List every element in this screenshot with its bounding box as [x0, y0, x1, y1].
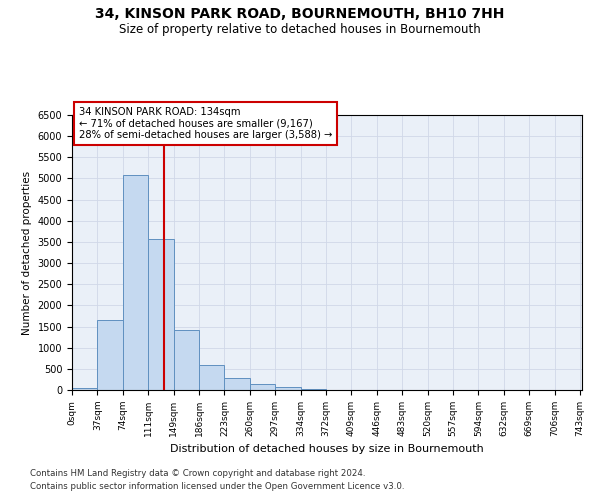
Bar	[275, 387, 301, 390]
Bar	[72, 388, 97, 390]
Bar	[199, 364, 224, 390]
Text: 34, KINSON PARK ROAD, BOURNEMOUTH, BH10 7HH: 34, KINSON PARK ROAD, BOURNEMOUTH, BH10 …	[95, 8, 505, 22]
Y-axis label: Number of detached properties: Number of detached properties	[22, 170, 32, 334]
Text: Contains public sector information licensed under the Open Government Licence v3: Contains public sector information licen…	[30, 482, 404, 491]
Text: 34 KINSON PARK ROAD: 134sqm
← 71% of detached houses are smaller (9,167)
28% of : 34 KINSON PARK ROAD: 134sqm ← 71% of det…	[79, 107, 332, 140]
Bar	[97, 320, 123, 390]
X-axis label: Distribution of detached houses by size in Bournemouth: Distribution of detached houses by size …	[170, 444, 484, 454]
Bar	[148, 238, 173, 390]
Bar	[224, 378, 250, 390]
Bar	[173, 330, 199, 390]
Bar	[250, 384, 275, 390]
Text: Contains HM Land Registry data © Crown copyright and database right 2024.: Contains HM Land Registry data © Crown c…	[30, 468, 365, 477]
Bar	[301, 389, 326, 390]
Bar	[123, 175, 148, 390]
Text: Size of property relative to detached houses in Bournemouth: Size of property relative to detached ho…	[119, 22, 481, 36]
